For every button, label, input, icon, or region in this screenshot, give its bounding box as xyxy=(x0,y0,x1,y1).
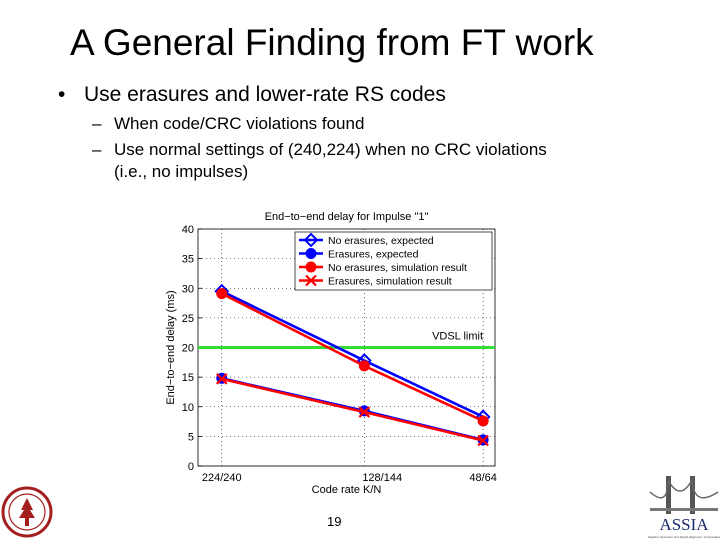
bullet-dot: • xyxy=(58,83,66,106)
y-tick-label: 35 xyxy=(182,254,194,266)
y-tick-label: 40 xyxy=(182,224,194,236)
legend-entry: Erasures, expected xyxy=(328,249,419,261)
x-axis-label: Code rate K/N xyxy=(312,484,382,493)
data-point-2 xyxy=(477,415,489,427)
y-tick-label: 15 xyxy=(182,372,194,384)
assia-logo: ASSIA Adaptive Spectrum and Signal Align… xyxy=(648,476,720,539)
legend-entry: Erasures, simulation result xyxy=(328,276,452,288)
subbullet-2: – Use normal settings of (240,224) when n… xyxy=(92,140,547,160)
subbullet-2-text: Use normal settings of (240,224) when no… xyxy=(114,140,547,159)
legend-box xyxy=(294,231,493,291)
assia-logo-subtext: Adaptive Spectrum and Signal Alignment, … xyxy=(648,535,720,539)
legend-entry: No erasures, expected xyxy=(328,235,434,247)
delay-chart: End−to−end delay for Impulse "1" 0 5 10 15 20… xyxy=(165,211,497,493)
legend-swatch-marker xyxy=(303,232,319,248)
legend-entry: No erasures, simulation result xyxy=(328,262,467,274)
y-tick-label: 25 xyxy=(182,313,194,325)
bullet-text: Use erasures and lower-rate RS codes xyxy=(84,83,446,106)
assia-logo-text: ASSIA xyxy=(659,515,709,534)
dash-marker: – xyxy=(92,114,102,133)
legend-swatch-marker xyxy=(305,261,317,273)
data-point-2 xyxy=(358,360,370,372)
y-tick-label: 0 xyxy=(188,461,194,473)
legend-swatch-marker xyxy=(305,274,317,287)
subbullet-1-text: When code/CRC violations found xyxy=(114,114,365,133)
bullet-main: • Use erasures and lower-rate RS codes xyxy=(58,83,446,107)
data-point-3 xyxy=(358,406,371,418)
y-tick-label: 5 xyxy=(188,431,194,443)
data-point-3 xyxy=(477,434,489,447)
page-number: 19 xyxy=(327,514,342,529)
x-tick-label: 128/144 xyxy=(362,472,402,484)
dash-marker: – xyxy=(92,140,102,159)
legend-swatch-marker xyxy=(305,248,317,259)
x-tick-label: 224/240 xyxy=(202,472,242,484)
subbullet-2-continued: (i.e., no impulses) xyxy=(114,162,249,181)
y-tick-label: 30 xyxy=(182,283,194,295)
university-seal-logo xyxy=(1,486,53,538)
y-tick-label: 20 xyxy=(182,343,194,355)
slide-title: A General Finding from FT work xyxy=(70,22,594,63)
y-axis-label: End−to−end delay (ms) xyxy=(165,290,177,404)
vdsl-limit-label: VDSL limit xyxy=(432,331,483,343)
data-point-2 xyxy=(216,288,228,300)
data-point-3 xyxy=(215,373,228,385)
x-tick-label: 48/64 xyxy=(469,472,497,484)
chart-title: End−to−end delay for Impulse "1" xyxy=(265,211,429,223)
subbullet-1: – When code/CRC violations found xyxy=(92,114,364,134)
y-tick-label: 10 xyxy=(182,402,194,414)
